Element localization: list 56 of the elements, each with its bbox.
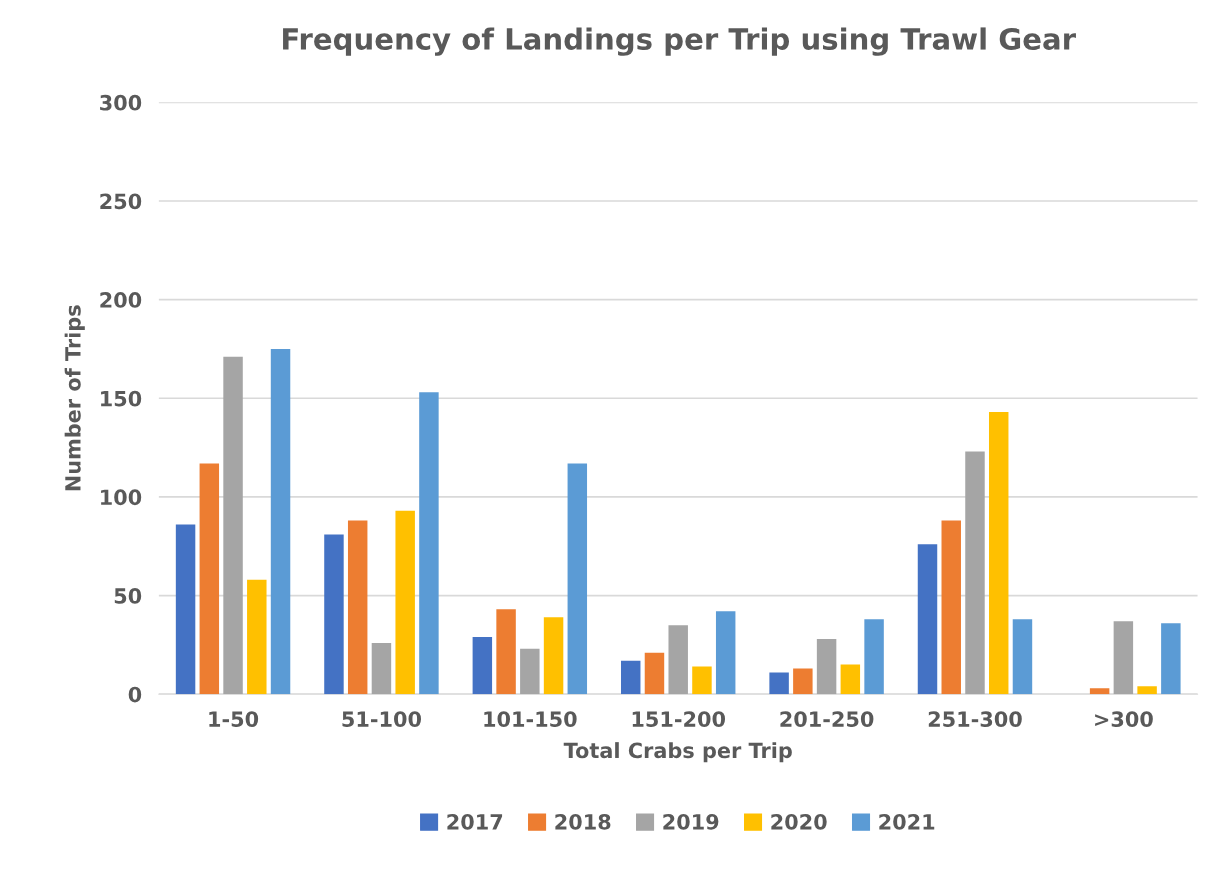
bar — [543, 617, 564, 695]
bar — [769, 672, 789, 695]
bar — [840, 664, 861, 695]
bar — [864, 619, 884, 695]
x-tick-label: >300 — [1095, 711, 1153, 727]
bar — [1161, 623, 1181, 695]
bar — [1137, 686, 1157, 695]
bar — [1012, 619, 1033, 695]
bar — [644, 652, 665, 695]
y-tick-label: 0 — [128, 686, 142, 703]
y-axis-title: Number of Trips — [64, 305, 85, 491]
y-tick-label: 300 — [100, 94, 142, 111]
bar — [692, 666, 712, 695]
bar — [371, 642, 392, 695]
x-axis-title: Total Crabs per Trip — [563, 742, 792, 763]
x-tick-label: 1-50 — [209, 711, 259, 727]
bar — [988, 412, 1009, 695]
x-tick-label: 251-300 — [928, 711, 1022, 727]
bar — [816, 638, 837, 695]
chart-title: Frequency of Landings per Trip using Trawl Gear — [283, 27, 1076, 56]
bar — [496, 609, 516, 695]
bar — [1089, 688, 1110, 695]
legend-label: 2019 — [663, 813, 719, 830]
bar — [941, 520, 961, 695]
bar — [347, 520, 368, 695]
bar — [395, 510, 415, 695]
bar — [620, 660, 641, 695]
y-tick-label: 150 — [101, 390, 142, 407]
bar — [419, 392, 439, 695]
bar — [917, 544, 938, 695]
legend-label: 2018 — [555, 813, 611, 830]
bar — [247, 579, 267, 695]
bar — [965, 451, 985, 695]
bar — [199, 463, 220, 695]
y-tick-label: 100 — [101, 489, 142, 506]
y-tick-label: 250 — [100, 193, 142, 210]
x-tick-label: 101-150 — [484, 711, 577, 727]
y-tick-label: 200 — [100, 292, 142, 308]
bar — [668, 625, 688, 695]
bar — [520, 648, 540, 695]
x-tick-label: 201-250 — [780, 711, 874, 727]
bar — [324, 534, 344, 695]
bar — [567, 463, 588, 695]
y-tick-label: 50 — [114, 588, 142, 604]
legend-label: 2017 — [447, 813, 503, 830]
bar — [472, 636, 493, 695]
legend-label: 2021 — [879, 813, 935, 830]
bar — [175, 524, 196, 695]
bar — [715, 611, 736, 695]
bar — [1113, 621, 1134, 695]
x-tick-label: 51-100 — [342, 711, 422, 727]
bar — [793, 668, 813, 695]
legend-label: 2020 — [771, 813, 827, 830]
x-tick-label: 151-200 — [632, 711, 726, 727]
bar — [223, 356, 243, 695]
bar — [270, 348, 291, 695]
